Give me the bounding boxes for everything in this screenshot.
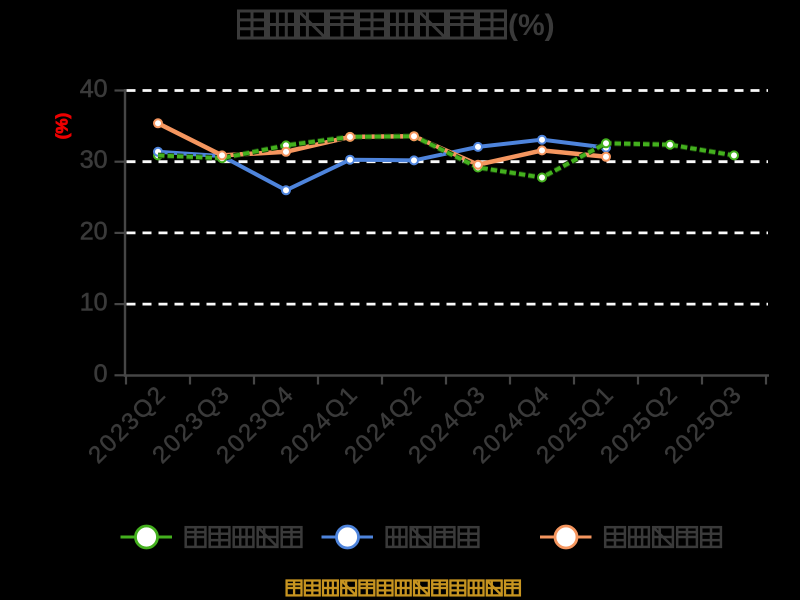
svg-text:10: 10 [80,289,108,317]
svg-text:30: 30 [80,146,108,174]
svg-text:(%): (%) [508,9,555,42]
svg-text:40: 40 [80,75,108,103]
svg-text:(%): (%) [52,113,71,139]
svg-text:20: 20 [80,217,108,245]
svg-text:0: 0 [94,360,108,388]
